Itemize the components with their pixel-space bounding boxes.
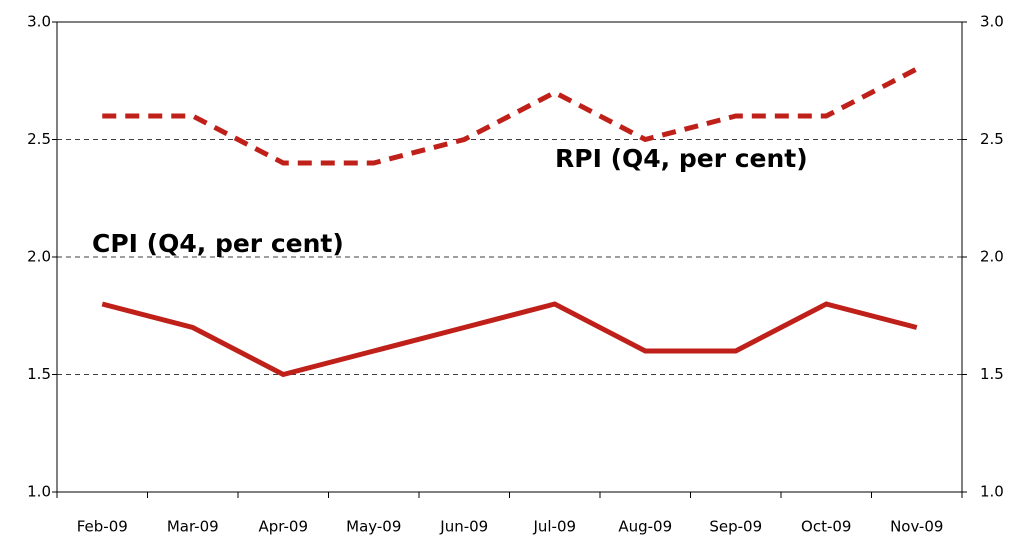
y2-tick-label: 3.0: [980, 13, 1004, 31]
cpi-annotation: CPI (Q4, per cent): [92, 229, 344, 258]
x-tick-label: May-09: [346, 518, 401, 536]
series-line: [101, 301, 918, 378]
rpi-annotation: RPI (Q4, per cent): [555, 144, 808, 173]
y-tick-label: 1.0: [27, 483, 51, 501]
x-tick-label: Aug-09: [618, 518, 672, 536]
y2-tick-label: 2.0: [980, 248, 1004, 266]
y-tick-label: 1.5: [27, 365, 51, 383]
x-tick-label: Mar-09: [167, 518, 219, 536]
x-tick-label: Jul-09: [532, 518, 576, 536]
x-tick-label: Nov-09: [890, 518, 943, 536]
y2-tick-label: 1.5: [980, 365, 1004, 383]
x-tick-label: Jun-09: [439, 518, 488, 536]
y2-tick-label: 1.0: [980, 483, 1004, 501]
series-line: [102, 66, 918, 166]
x-tick-label: Apr-09: [259, 518, 309, 536]
y-tick-label: 2.5: [27, 130, 51, 148]
y-tick-label: 2.0: [27, 248, 51, 266]
x-tick-label: Oct-09: [801, 518, 851, 536]
x-tick-label: Sep-09: [709, 518, 762, 536]
y2-tick-label: 2.5: [980, 130, 1004, 148]
y-tick-label: 3.0: [27, 13, 51, 31]
x-tick-label: Feb-09: [77, 518, 128, 536]
